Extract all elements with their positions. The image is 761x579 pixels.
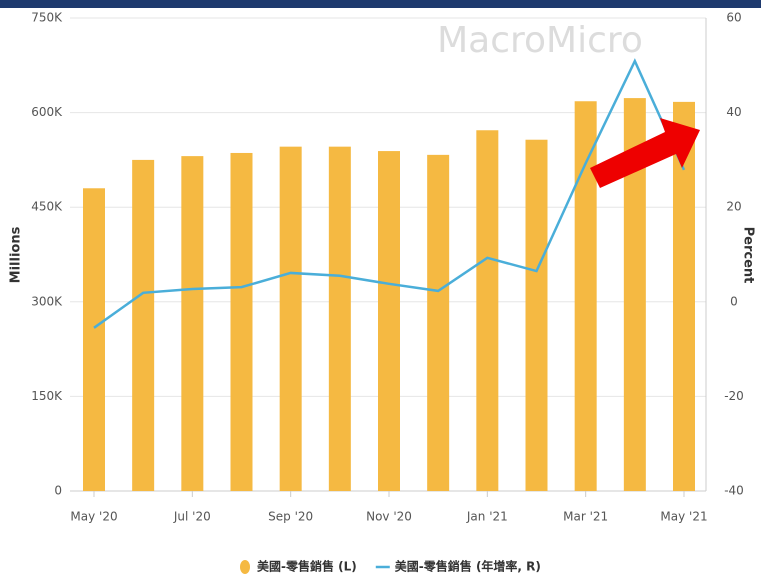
- y-tick-label: 750K: [31, 11, 63, 25]
- bar: [427, 154, 450, 491]
- arrow: [590, 118, 700, 188]
- y2-tick-label: 40: [726, 105, 741, 119]
- line-series: [93, 58, 686, 329]
- x-tick-label: Mar '21: [563, 510, 608, 524]
- watermark: MacroMicro: [437, 20, 643, 61]
- bar: [378, 151, 400, 491]
- x-tick-label: May '21: [660, 510, 707, 524]
- y2-tick-label: -40: [724, 484, 744, 498]
- bar: [230, 152, 253, 492]
- bar: [181, 156, 204, 491]
- bar: [574, 101, 597, 492]
- legend-swatch: [240, 560, 250, 574]
- bar: [328, 146, 351, 491]
- y-tick-label: 300K: [31, 294, 63, 308]
- bar: [623, 98, 646, 491]
- y2-axis-label: Percent: [741, 227, 756, 284]
- y2-tick-label: 0: [730, 294, 738, 308]
- x-tick-label: Jul '20: [173, 510, 211, 524]
- bar: [476, 130, 499, 491]
- legend-label: 美國-零售銷售 (年增率, R): [395, 559, 541, 574]
- bar: [525, 139, 548, 491]
- y-axis-label: Millions: [9, 226, 24, 283]
- x-tick-label: Nov '20: [366, 510, 412, 524]
- bar: [673, 101, 695, 492]
- x-tick-label: Sep '20: [268, 510, 313, 524]
- bar: [132, 159, 155, 491]
- x-tick-label: Jan '21: [466, 510, 508, 524]
- y2-tick-label: 20: [726, 200, 741, 214]
- y-tick-label: 600K: [31, 105, 63, 119]
- top-band: [0, 0, 761, 8]
- y-tick-label: 150K: [31, 389, 63, 403]
- y-tick-label: 450K: [31, 200, 63, 214]
- y2-tick-label: -20: [724, 389, 744, 403]
- bar: [83, 188, 105, 491]
- y-tick-label: 0: [54, 484, 62, 498]
- bar: [279, 146, 302, 491]
- x-tick-label: May '20: [70, 510, 117, 524]
- legend-label: 美國-零售銷售 (L): [257, 559, 357, 574]
- y2-tick-label: 60: [726, 11, 741, 25]
